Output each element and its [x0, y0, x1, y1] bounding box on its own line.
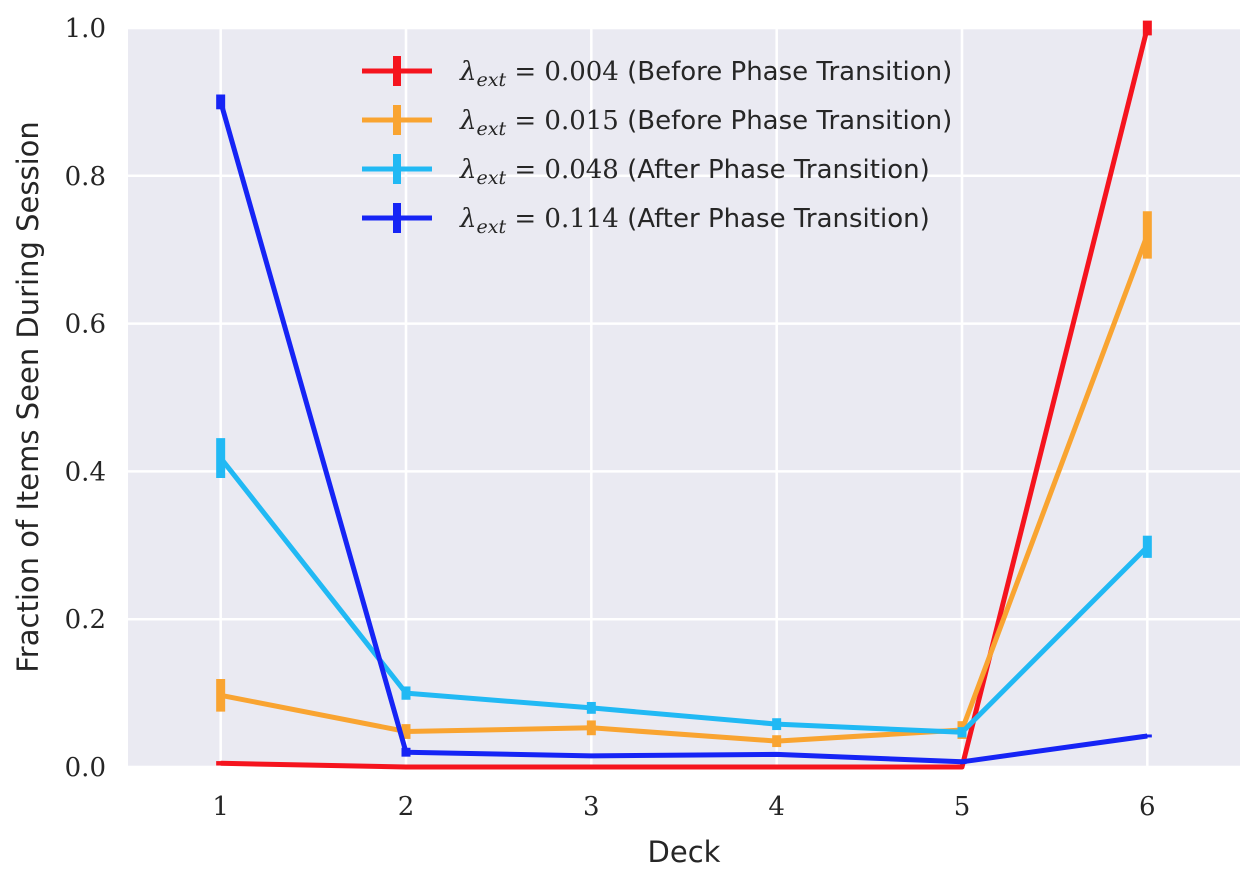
x-tick-label: 3	[583, 792, 600, 822]
series-line	[220, 234, 1150, 744]
legend-item: λext = 0.015 (Before Phase Transition)	[362, 105, 952, 140]
series-4	[216, 94, 1152, 765]
legend-item: λext = 0.004 (Before Phase Transition)	[362, 56, 952, 91]
legend-item: λext = 0.114 (After Phase Transition)	[362, 203, 930, 238]
x-tick-label: 6	[1139, 792, 1156, 822]
legend-label: λext = 0.015 (Before Phase Transition)	[459, 106, 952, 140]
legend-label: λext = 0.048 (After Phase Transition)	[459, 155, 930, 189]
series-line	[218, 456, 1150, 735]
legend-label: λext = 0.114 (After Phase Transition)	[459, 204, 930, 238]
y-axis-label: Fraction of Items Seen During Session	[11, 121, 45, 673]
y-tick-label: 0.2	[65, 605, 106, 635]
series-line	[218, 101, 1148, 765]
x-tick-label: 2	[398, 792, 415, 822]
plot-background	[128, 28, 1240, 767]
y-tick-label: 0.0	[65, 753, 106, 783]
y-tick-label: 0.8	[65, 162, 106, 192]
x-tick-label: 1	[212, 792, 229, 822]
legend: λext = 0.004 (Before Phase Transition) λe…	[362, 56, 952, 238]
legend-item: λext = 0.048 (After Phase Transition)	[362, 154, 930, 189]
x-tick-label: 4	[768, 792, 785, 822]
series-layer	[216, 20, 1152, 770]
y-tick-label: 0.4	[65, 457, 106, 487]
series-2	[216, 211, 1152, 748]
y-tick-label: 0.6	[65, 310, 106, 340]
tick-labels: 1 2 3 4 5 6 0.0 0.2 0.4 0.6 0.8 1.0	[65, 14, 1156, 822]
series-3	[216, 438, 1152, 738]
x-axis-label: Deck	[648, 835, 721, 869]
y-tick-label: 1.0	[65, 14, 106, 44]
legend-label: λext = 0.004 (Before Phase Transition)	[459, 57, 952, 91]
x-tick-label: 5	[954, 792, 971, 822]
